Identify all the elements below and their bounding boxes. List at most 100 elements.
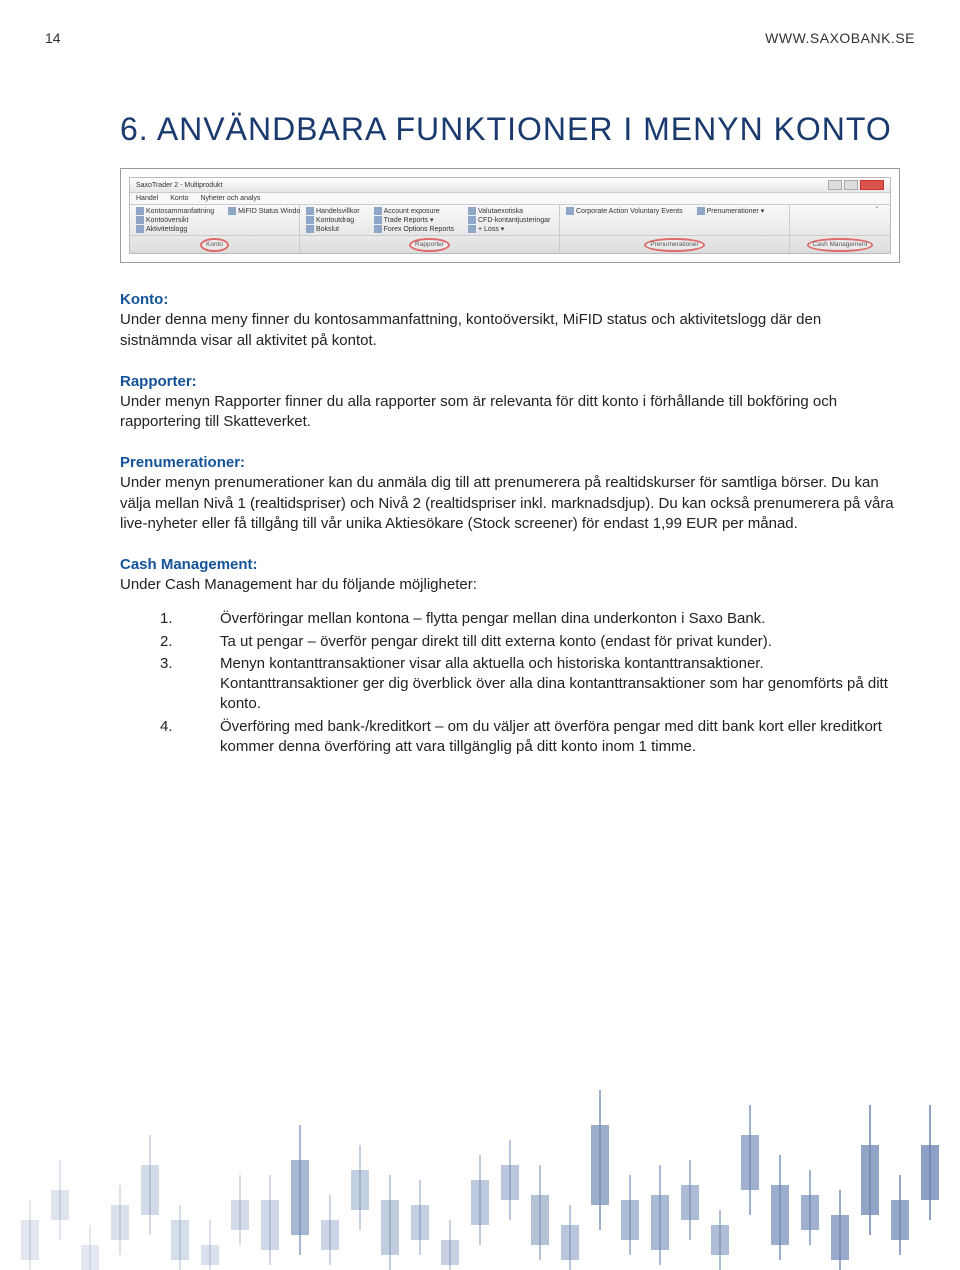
page-title: 6. ANVÄNDBARA FUNKTIONER I MENYN KONTO (120, 110, 900, 148)
section-label-prenumerationer: Prenumerationer: (120, 454, 900, 471)
candle-body (711, 1225, 729, 1255)
candle-body (801, 1195, 819, 1230)
doc-icon (566, 207, 574, 215)
list-number: 1. (160, 609, 220, 629)
list-item: 3. Menyn kontanttransaktioner visar alla… (160, 654, 900, 715)
candle-body (861, 1145, 879, 1215)
tb-loss[interactable]: + Loss ▾ (466, 225, 552, 233)
tb-kontosammanfattning[interactable]: Kontosammanfattning (134, 207, 216, 215)
list-number: 3. (160, 654, 220, 715)
doc-icon (468, 225, 476, 233)
candle-body (351, 1170, 369, 1210)
section-label-konto: Konto: (120, 291, 900, 308)
candle-body (111, 1205, 129, 1240)
doc-icon (136, 225, 144, 233)
group-label-konto: Konto (130, 235, 299, 253)
doc-icon (228, 207, 236, 215)
ribbon-group-cash: Cash Management (790, 205, 890, 253)
menu-handel[interactable]: Handel (136, 195, 158, 202)
doc-icon (468, 207, 476, 215)
ribbon-group-rapporter: Handelsvillkor Kontoutdrag Bokslut Accou… (300, 205, 560, 253)
candle-body (261, 1200, 279, 1250)
page-number: 14 (45, 30, 61, 46)
candle-body (141, 1165, 159, 1215)
candle-body (681, 1185, 699, 1220)
candle-body (561, 1225, 579, 1260)
candle-body (831, 1215, 849, 1260)
tb-kontooversikt[interactable]: Kontoöversikt (134, 216, 216, 224)
minimize-icon[interactable] (828, 180, 842, 190)
main-content: 6. ANVÄNDBARA FUNKTIONER I MENYN KONTO S… (120, 110, 900, 759)
candle-body (591, 1125, 609, 1205)
section-label-rapporter: Rapporter: (120, 373, 900, 390)
ribbon-group-prenumerationer: Corporate Action Voluntary Events Prenum… (560, 205, 790, 253)
tb-forex-options[interactable]: Forex Options Reports (372, 225, 456, 233)
screenshot-frame: SaxoTrader 2 - Multiprodukt Handel Konto… (120, 168, 900, 263)
tb-mifid[interactable]: MiFID Status Window (226, 207, 307, 215)
list-text: Överföring med bank-/kreditkort – om du … (220, 717, 900, 758)
header-url: WWW.SAXOBANK.SE (765, 30, 915, 46)
candle-body (741, 1135, 759, 1190)
doc-icon (306, 225, 314, 233)
candle-body (891, 1200, 909, 1240)
candle-body (531, 1195, 549, 1245)
window-titlebar: SaxoTrader 2 - Multiprodukt (130, 178, 890, 193)
doc-icon (374, 216, 382, 224)
candle-body (171, 1220, 189, 1260)
candle-body (921, 1145, 939, 1200)
group-label-cash: Cash Management (790, 235, 890, 253)
list-text: Ta ut pengar – överför pengar direkt til… (220, 632, 900, 652)
section-text-rapporter: Under menyn Rapporter finner du alla rap… (120, 392, 900, 433)
tb-aktivitetslogg[interactable]: Aktivitetslogg (134, 225, 216, 233)
tb-cfd[interactable]: CFD-kontantjusteringar (466, 216, 552, 224)
close-icon[interactable] (860, 180, 884, 190)
list-item: 4. Överföring med bank-/kreditkort – om … (160, 717, 900, 758)
maximize-icon[interactable] (844, 180, 858, 190)
candle-body (471, 1180, 489, 1225)
tb-kontoutdrag[interactable]: Kontoutdrag (304, 216, 362, 224)
doc-icon (374, 207, 382, 215)
doc-icon (136, 207, 144, 215)
candle-body (771, 1185, 789, 1245)
list-text: Överföringar mellan kontona – flytta pen… (220, 609, 900, 629)
candle-body (81, 1245, 99, 1270)
ribbon-groups: Kontosammanfattning Kontoöversikt Aktivi… (130, 205, 890, 253)
candle-body (381, 1200, 399, 1255)
list-number: 4. (160, 717, 220, 758)
menu-nyheter[interactable]: Nyheter och analys (200, 195, 260, 202)
ribbon-group-konto: Kontosammanfattning Kontoöversikt Aktivi… (130, 205, 300, 253)
tb-corporate-action[interactable]: Corporate Action Voluntary Events (564, 207, 685, 215)
doc-icon (468, 216, 476, 224)
tb-bokslut[interactable]: Bokslut (304, 225, 362, 233)
doc-icon (697, 207, 705, 215)
section-text-konto: Under denna meny finner du kontosammanfa… (120, 310, 900, 351)
window-title: SaxoTrader 2 - Multiprodukt (136, 182, 223, 189)
list-number: 2. (160, 632, 220, 652)
candle-body (21, 1220, 39, 1260)
candlestick-chart (0, 1040, 960, 1270)
expand-icon[interactable]: ⌄ (874, 202, 884, 212)
candle-body (51, 1190, 69, 1220)
menubar: Handel Konto Nyheter och analys (130, 193, 890, 205)
candle-body (291, 1160, 309, 1235)
list-item: 1. Överföringar mellan kontona – flytta … (160, 609, 900, 629)
window-controls (828, 180, 884, 190)
candle-body (441, 1240, 459, 1265)
tb-valutaexotiska[interactable]: Valutaexotiska (466, 207, 552, 215)
candle-body (321, 1220, 339, 1250)
section-label-cash: Cash Management: (120, 556, 900, 573)
group-label-rapporter: Rapporter (300, 235, 559, 253)
cash-list: 1. Överföringar mellan kontona – flytta … (160, 609, 900, 757)
app-window: SaxoTrader 2 - Multiprodukt Handel Konto… (129, 177, 891, 254)
candle-body (651, 1195, 669, 1250)
group-label-pren: Prenumerationer (560, 235, 789, 253)
tb-account-exposure[interactable]: Account exposure (372, 207, 456, 215)
tb-prenumerationer[interactable]: Prenumerationer ▾ (695, 207, 767, 215)
doc-icon (306, 207, 314, 215)
doc-icon (136, 216, 144, 224)
candle-body (231, 1200, 249, 1230)
tb-trade-reports[interactable]: Trade Reports ▾ (372, 216, 456, 224)
list-item: 2. Ta ut pengar – överför pengar direkt … (160, 632, 900, 652)
menu-konto[interactable]: Konto (170, 195, 188, 202)
tb-handelsvillkor[interactable]: Handelsvillkor (304, 207, 362, 215)
